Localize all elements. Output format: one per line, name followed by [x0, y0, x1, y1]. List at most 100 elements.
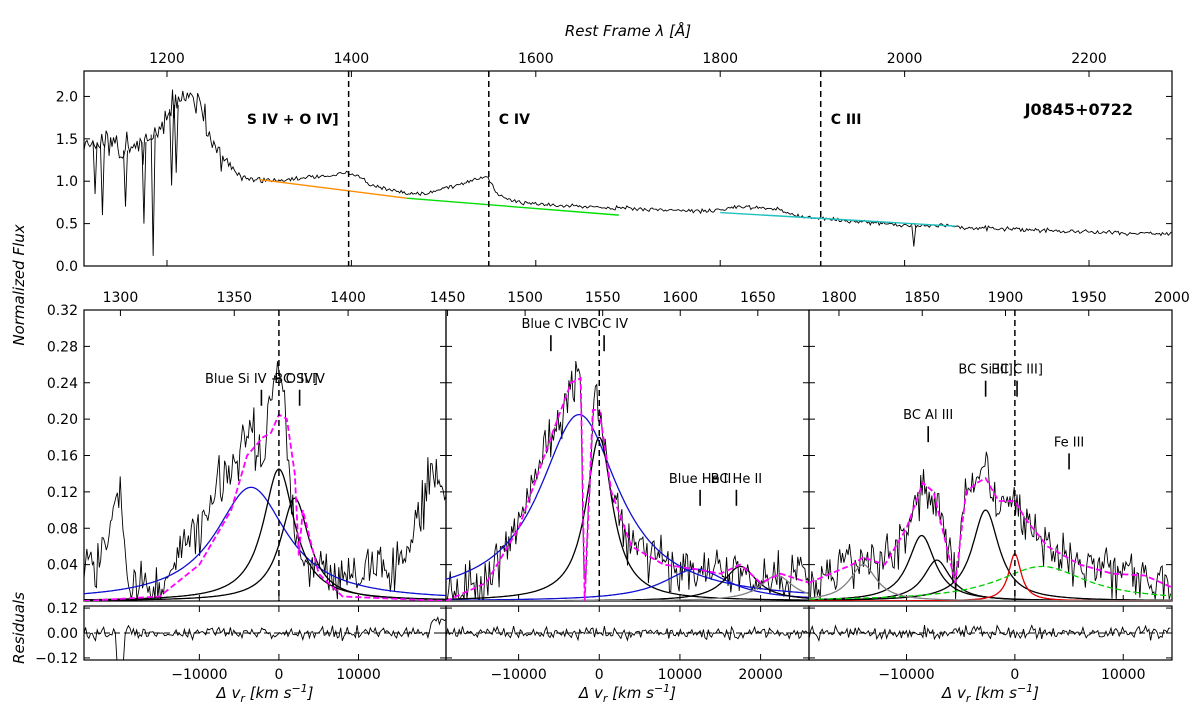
top-x-tick-label: 1200 [149, 51, 185, 67]
top-x-tick-label: 1500 [507, 290, 543, 306]
y-tick-label: 1.5 [56, 132, 78, 148]
panel-plot-area [84, 361, 446, 601]
top-axis-label: Rest Frame λ [Å] [565, 21, 691, 40]
x-tick-label: 10000 [658, 667, 703, 683]
y-tick-label: 0.16 [47, 449, 78, 465]
x-tick-label: 0 [1010, 667, 1019, 683]
top-x-tick-label: 1850 [904, 290, 940, 306]
x-tick-label: −10000 [878, 667, 934, 683]
absorption-feature [169, 109, 175, 186]
res-y-tick-label: −0.12 [35, 651, 78, 667]
c-iv-panel: 1450 1500 1550 1600 1650 Blue C IV BC C IV Blue… [430, 290, 810, 683]
si-iv-panel: 1300 1350 1400 0.04 0.08 0.12 0.16 0.20 0.24 0.28… [35, 290, 447, 683]
top-x-tick-label: 1400 [334, 51, 370, 67]
top-x-tick-label: 1600 [662, 290, 698, 306]
x-tick-label: 10000 [336, 667, 381, 683]
component-fe-iii [809, 565, 1172, 600]
observed-spectrum [809, 451, 1172, 600]
component-bc-si-iii- [809, 509, 1172, 601]
top-x-tick-label: 1950 [1071, 290, 1107, 306]
x-label-close: ] [1032, 684, 1039, 702]
component-blue-he-ii [446, 568, 809, 601]
panel-plot-area [446, 360, 809, 601]
x-label-sub: r [603, 692, 609, 705]
absorption-feature [150, 134, 156, 256]
absorption-feature [99, 144, 105, 216]
x-axis-labels: Δ vr [km s−1] Δ vr [km s−1] Δ vr [km s−1] [215, 682, 1039, 705]
x-label-sub: r [240, 692, 246, 705]
top-x-tick-label: 2000 [1154, 290, 1190, 306]
top-x-tick-label: 1800 [821, 290, 857, 306]
model-fit [446, 376, 809, 601]
x-label-delta: Δ v [578, 684, 604, 702]
x-axis-label: Δ vr [km s−1] [941, 682, 1039, 705]
top-x-tick-label: 1650 [740, 290, 776, 306]
y-tick-label: 2.0 [56, 89, 78, 105]
line-annotation: Fe III [1054, 435, 1084, 450]
top-x-tick-label: 1550 [585, 290, 621, 306]
absorption-feature [92, 142, 98, 194]
component-bc-c-iv [446, 436, 809, 601]
residuals-axis-label: Residuals [10, 592, 28, 664]
x-label-exp: −1 [1017, 682, 1033, 695]
y-tick-label: 0.12 [47, 485, 78, 501]
overview-label-ciii: C III [831, 112, 862, 128]
top-x-tick-label: 1900 [988, 290, 1024, 306]
absorption-feature [123, 150, 128, 207]
x-label-close: ] [307, 684, 314, 702]
line-annotation: BC He II [711, 472, 762, 487]
y-tick-label: 0.20 [47, 412, 78, 428]
x-tick-label: −10000 [490, 667, 546, 683]
continuum-fit [720, 211, 956, 227]
line-annotation: Blue Si IV + O IV] [205, 372, 318, 387]
res-y-tick-label: 0.00 [47, 626, 78, 642]
absorption-feature [141, 141, 147, 224]
object-name: J0845+0722 [1024, 100, 1133, 119]
y-tick-label: 0.32 [47, 303, 78, 319]
x-axis-label: Δ vr [km s−1] [215, 682, 313, 705]
residuals-curve [808, 624, 1171, 643]
component-blue-si-iv-o-iv- [84, 486, 446, 597]
x-label-exp: −1 [291, 682, 307, 695]
component-bc-he-ii [446, 565, 809, 601]
x-tick-label: −10000 [171, 667, 227, 683]
x-label-units: [km s [245, 684, 292, 702]
panel-plot-area [809, 451, 1172, 601]
y-tick-label: 1.0 [56, 174, 78, 190]
top-x-tick-label: 1800 [702, 51, 738, 67]
top-x-tick-label: 2000 [887, 51, 923, 67]
y-axis-label: Normalized Flux [10, 224, 28, 345]
y-tick-label: 0.5 [56, 217, 78, 233]
y-tick-label: 0.08 [47, 521, 78, 537]
y-tick-label: 0.0 [56, 259, 78, 275]
y-tick-label: 0.24 [47, 376, 78, 392]
overview-panel: 1200 1400 1600 1800 2000 2200 0.0 0.5 1.0 1.5 2.0 S… [56, 51, 1173, 275]
x-tick-label: 20000 [738, 667, 783, 683]
observed-spectrum [84, 361, 446, 600]
absorption-feature [911, 225, 917, 247]
top-x-tick-label: 1600 [518, 51, 554, 67]
y-tick-label: 0.28 [47, 339, 78, 355]
line-annotation: Blue C IV [521, 317, 580, 332]
top-x-tick-label: 1450 [430, 290, 466, 306]
overview-label-civ: C IV [499, 112, 530, 128]
c-iii-panel: 1800 1850 1900 1950 2000 BC Al III BC Si III]B… [808, 290, 1190, 683]
line-annotation: BC Al III [903, 408, 953, 423]
component-o-iii- [446, 574, 809, 601]
model-fit [809, 476, 1172, 589]
observed-spectrum [446, 360, 809, 601]
x-label-units: [km s [970, 684, 1017, 702]
x-label-close: ] [669, 684, 676, 702]
res-y-tick-label: 0.12 [47, 601, 78, 617]
x-axis-label: Δ vr [km s−1] [578, 682, 676, 705]
top-x-tick-label: 2200 [1071, 51, 1107, 67]
x-tick-label: 10000 [1101, 667, 1146, 683]
x-label-units: [km s [607, 684, 654, 702]
y-tick-label: 0.04 [47, 558, 78, 574]
x-label-delta: Δ v [941, 684, 967, 702]
overview-frame [83, 70, 1173, 267]
continuum-fit [259, 178, 407, 199]
x-tick-label: 0 [595, 667, 604, 683]
residuals-curve [445, 625, 808, 642]
